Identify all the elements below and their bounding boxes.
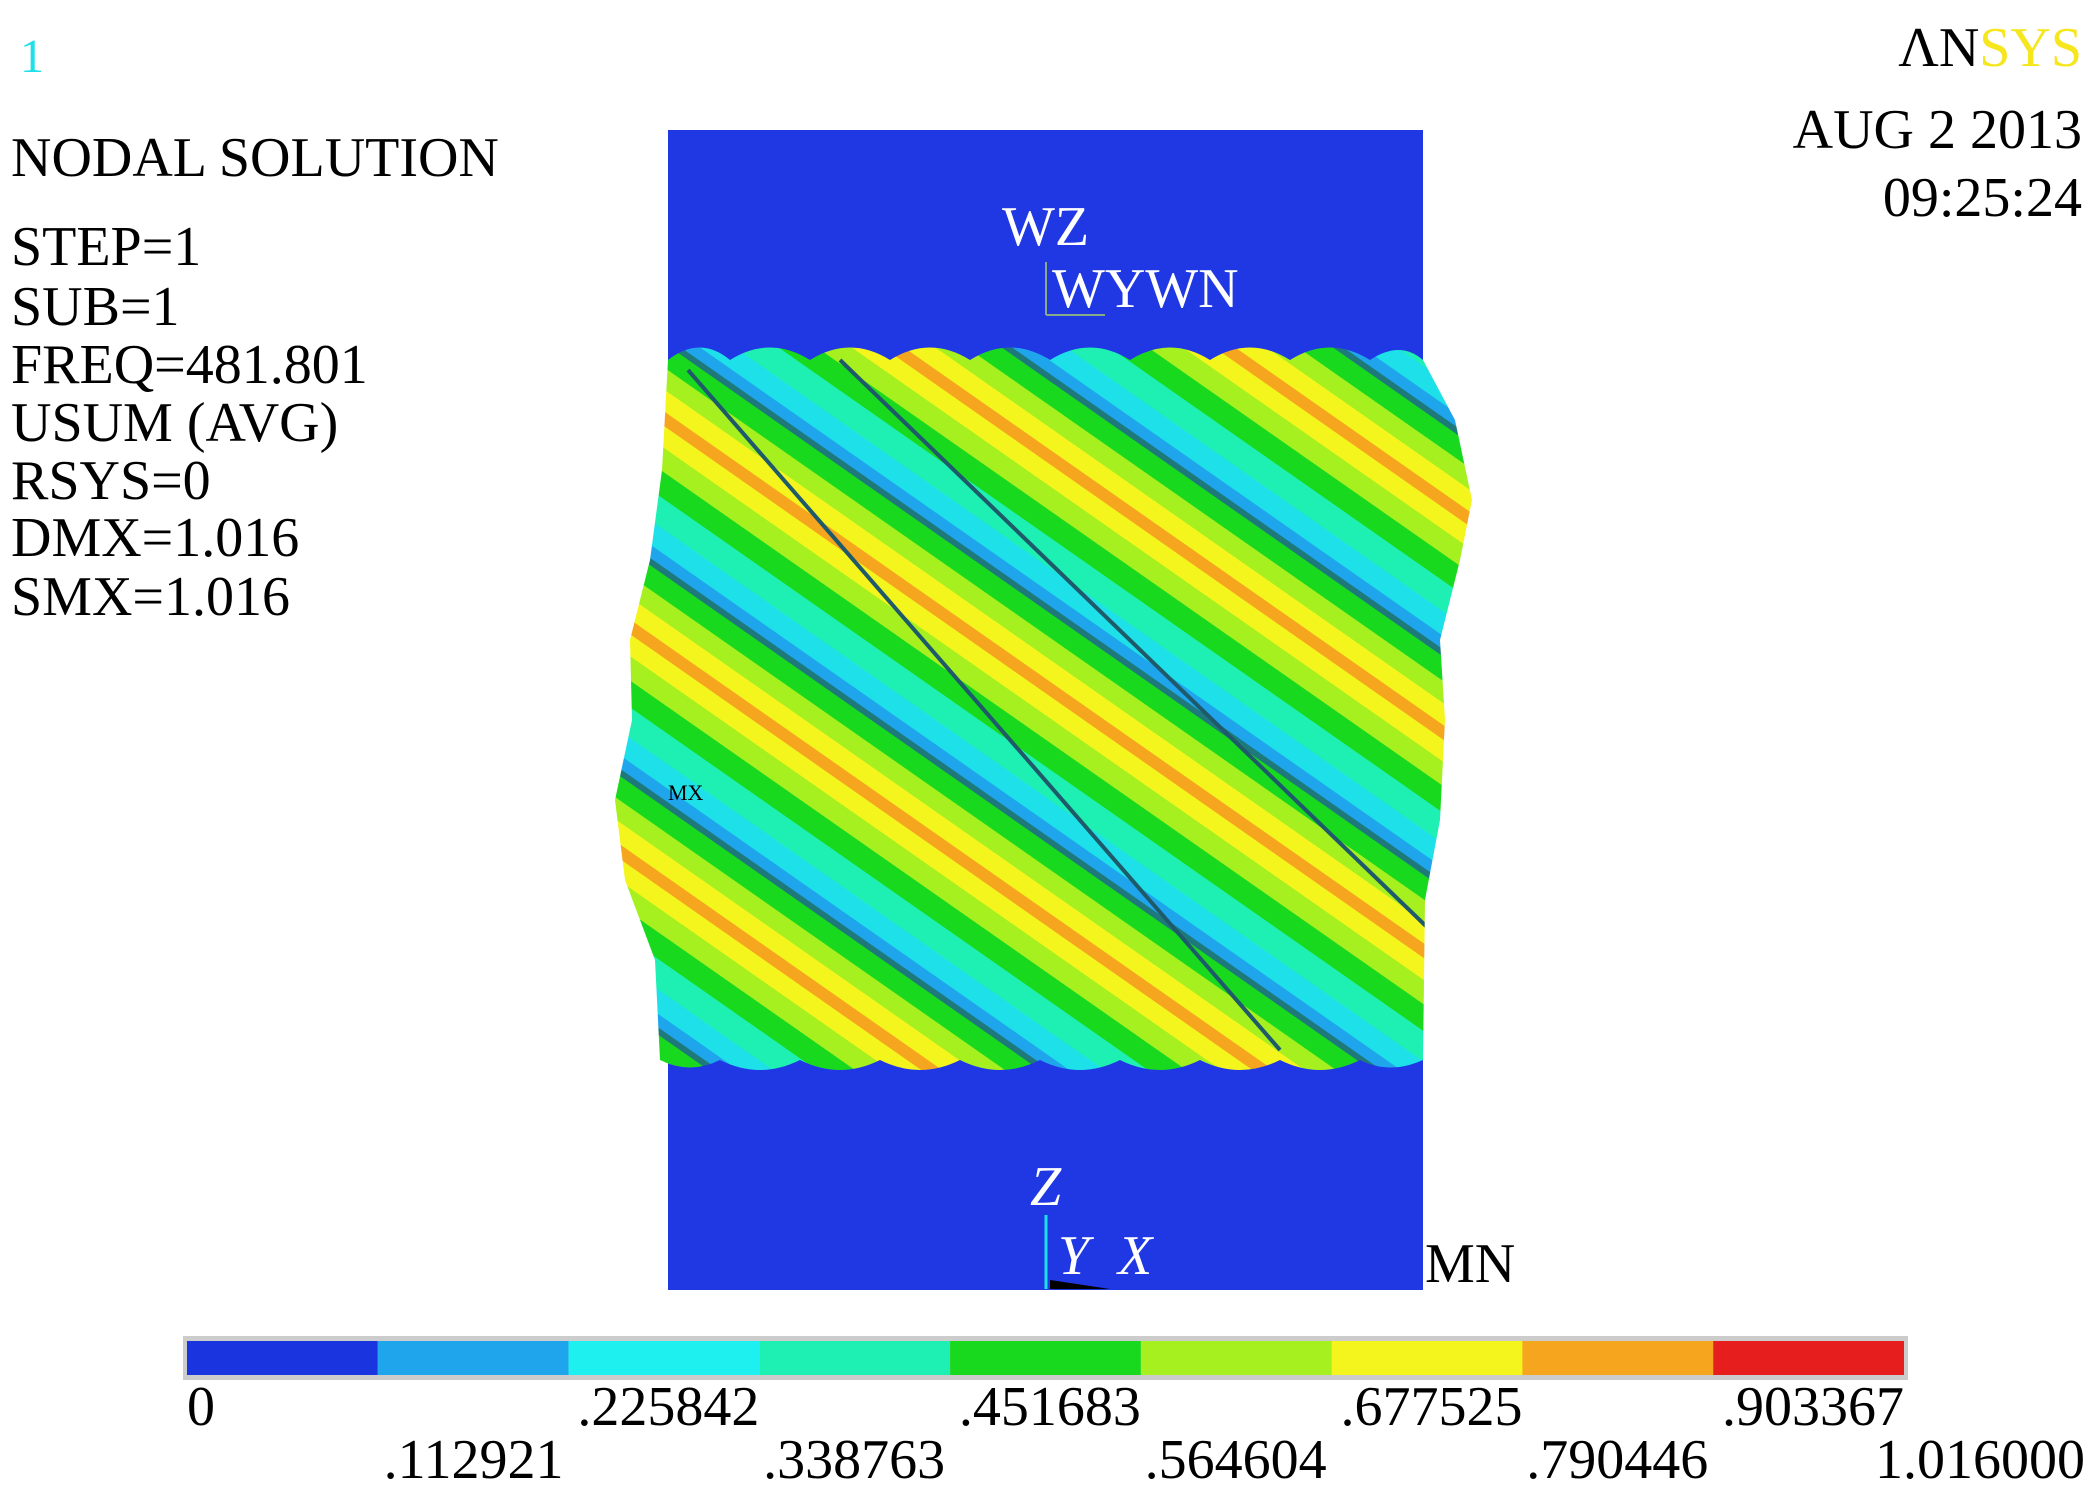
axis-annotation: Z: [1030, 1156, 1062, 1218]
axis-annotation: WZ: [1002, 196, 1089, 258]
legend-label: 0: [187, 1376, 215, 1438]
max-marker: MX: [668, 780, 704, 805]
legend-swatch: [759, 1341, 951, 1375]
info-line: FREQ=481.801: [11, 334, 368, 396]
window-number: 1: [20, 30, 44, 83]
info-line: STEP=1: [11, 216, 201, 278]
legend-swatch: [950, 1341, 1141, 1375]
axis-annotation: X: [1116, 1225, 1155, 1287]
legend-swatch: [1140, 1341, 1332, 1375]
legend-swatch: [568, 1341, 760, 1375]
helix-edge: [686, 358, 1432, 1052]
legend-swatch: [1522, 1341, 1714, 1375]
info-line: SMX=1.016: [11, 566, 290, 628]
logo-part: SYS: [1979, 17, 2082, 79]
legend-swatch: [1331, 1341, 1523, 1375]
legend-swatch: [1713, 1341, 1904, 1375]
contour-region: [615, 347, 1472, 1070]
min-marker: MN: [1425, 1233, 1515, 1295]
legend-label: .677525: [1340, 1376, 1522, 1438]
legend-label: .112921: [384, 1429, 564, 1491]
date: AUG 2 2013: [1793, 99, 2082, 161]
axis-annotation: WYWN: [1052, 258, 1239, 320]
time: 09:25:24: [1883, 167, 2082, 229]
logo: ΛNSYS: [1898, 17, 2082, 79]
info-line: NODAL SOLUTION: [11, 127, 499, 189]
info-block: NODAL SOLUTION STEP=1SUB=1FREQ=481.801USU…: [11, 127, 499, 628]
legend-label: .225842: [577, 1376, 759, 1438]
logo-part: ΛN: [1898, 17, 1979, 79]
legend-label: .903367: [1722, 1376, 1904, 1438]
legend-label: .790446: [1526, 1429, 1708, 1491]
cylinder-top: [668, 130, 1423, 370]
legend-label: .451683: [959, 1376, 1141, 1438]
info-line: DMX=1.016: [11, 507, 299, 569]
info-line: USUM (AVG): [11, 392, 338, 454]
legend: 0 .225842 .451683 .677525 .903367 .112921 .338…: [187, 1341, 2085, 1491]
legend-label: .338763: [763, 1429, 945, 1491]
info-line: SUB=1: [11, 276, 180, 338]
legend-label: 1.016000: [1875, 1429, 2085, 1491]
legend-label: .564604: [1145, 1429, 1327, 1491]
axis-annotation: Y: [1058, 1225, 1095, 1287]
legend-swatch: [377, 1341, 569, 1375]
axis-triad: [1050, 1280, 1110, 1289]
info-line: RSYS=0: [11, 450, 211, 512]
legend-swatch: [187, 1341, 378, 1375]
